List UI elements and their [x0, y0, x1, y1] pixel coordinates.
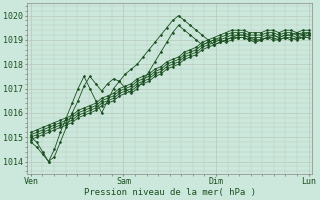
X-axis label: Pression niveau de la mer( hPa ): Pression niveau de la mer( hPa ) [84, 188, 256, 197]
